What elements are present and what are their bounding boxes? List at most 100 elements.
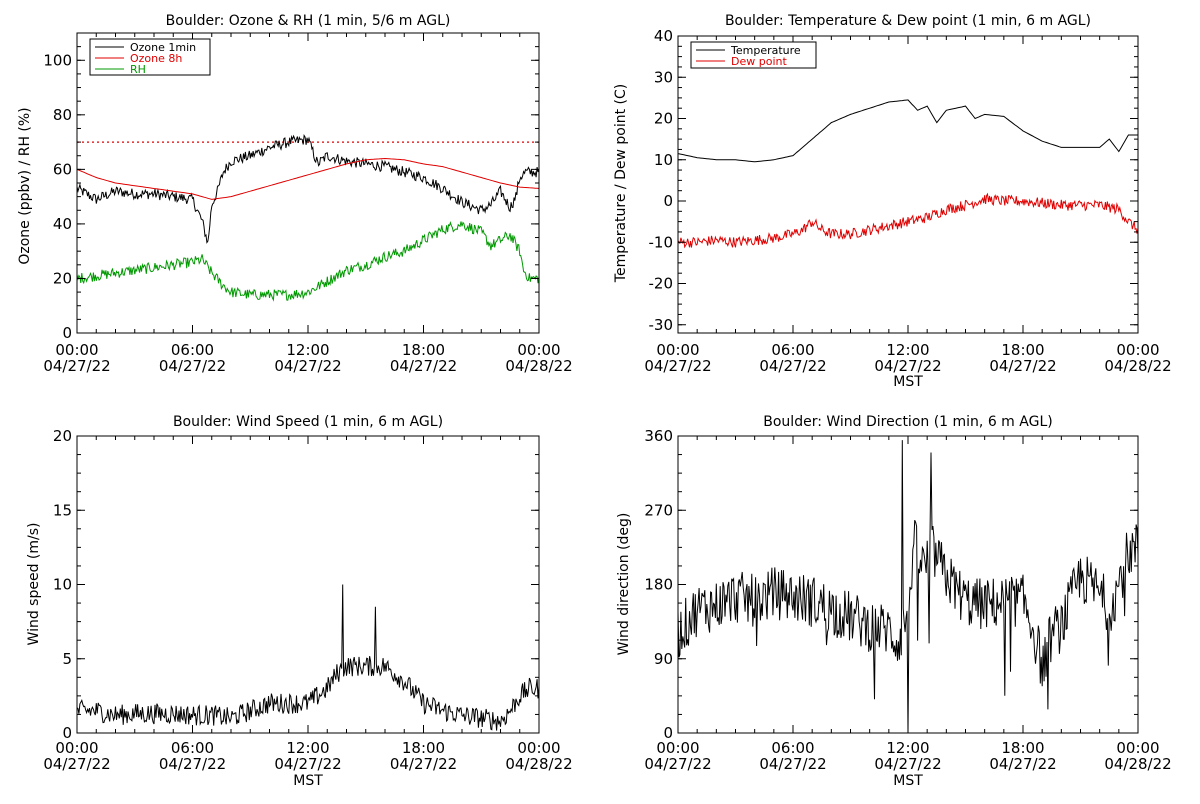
x-tick-date: 04/27/22 <box>159 357 226 375</box>
x-tick-time: 00:00 <box>1116 739 1159 757</box>
chart-title: Boulder: Temperature & Dew point (1 min,… <box>725 13 1091 29</box>
y-tick-label: 40 <box>53 215 72 233</box>
x-tick-time: 18:00 <box>1001 341 1044 359</box>
series-line-temperature <box>677 99 1138 163</box>
legend-box <box>89 38 211 76</box>
y-tick-label: 270 <box>644 501 673 519</box>
legend-label-temperature: Temperature <box>730 44 801 57</box>
x-tick-time: 06:00 <box>171 341 214 359</box>
x-tick-date: 04/27/22 <box>274 755 341 773</box>
x-tick-date: 04/27/22 <box>874 357 941 375</box>
x-axis-label: MST <box>293 773 323 789</box>
x-tick-date: 04/27/22 <box>43 357 110 375</box>
x-tick-time: 12:00 <box>286 739 329 757</box>
y-tick-label: 5 <box>62 650 72 668</box>
y-tick-label: 30 <box>654 68 673 86</box>
panel-wind-speed: Boulder: Wind Speed (1 min, 6 m AGL) Win… <box>26 414 573 789</box>
x-tick-date: 04/27/22 <box>274 357 341 375</box>
y-tick-label: 20 <box>53 427 72 445</box>
series-line-ozone-1min <box>76 133 540 244</box>
x-tick-time: 12:00 <box>886 341 929 359</box>
x-tick-date: 04/28/22 <box>505 357 572 375</box>
series-line-rh <box>76 221 540 302</box>
x-tick-date: 04/27/22 <box>644 357 711 375</box>
legend: Temperature Dew point <box>690 41 817 69</box>
x-tick-time: 06:00 <box>171 739 214 757</box>
x-tick-date: 04/27/22 <box>989 755 1056 773</box>
x-tick-time: 00:00 <box>656 739 699 757</box>
x-tick-time: 18:00 <box>402 739 445 757</box>
y-tick-label: -10 <box>649 233 674 251</box>
x-tick-time: 18:00 <box>402 341 445 359</box>
x-tick-date: 04/27/22 <box>43 755 110 773</box>
y-tick-label: -20 <box>649 275 674 293</box>
chart-title: Boulder: Wind Direction (1 min, 6 m AGL) <box>763 414 1052 430</box>
y-tick-label: 0 <box>663 724 673 742</box>
y-tick-label: 15 <box>53 501 72 519</box>
x-tick-date: 04/27/22 <box>390 357 457 375</box>
x-tick-date: 04/27/22 <box>159 755 226 773</box>
legend: Ozone 1min Ozone 8h RH <box>89 38 211 76</box>
x-tick-date: 04/27/22 <box>644 755 711 773</box>
panel-temperature-dewpoint: Boulder: Temperature & Dew point (1 min,… <box>613 13 1172 390</box>
x-tick-labels: 00:00 04/27/22 06:00 04/27/22 12:00 04/2… <box>43 341 572 375</box>
x-tick-time: 00:00 <box>1116 341 1159 359</box>
plot-area <box>677 99 1139 249</box>
chart-title: Boulder: Ozone & RH (1 min, 5/6 m AGL) <box>166 13 451 29</box>
y-tick-label: 10 <box>654 151 673 169</box>
x-tick-time: 12:00 <box>886 739 929 757</box>
panel-ozone-rh: Boulder: Ozone & RH (1 min, 5/6 m AGL) O… <box>17 13 573 375</box>
y-tick-label: 0 <box>663 192 673 210</box>
x-tick-time: 00:00 <box>517 341 560 359</box>
legend-box <box>690 41 817 69</box>
x-tick-time: 00:00 <box>517 739 560 757</box>
y-tick-label: 100 <box>43 51 72 69</box>
axis-frame <box>76 435 540 734</box>
y-tick-label: 10 <box>53 576 72 594</box>
y-axis-label: Wind direction (deg) <box>616 513 632 656</box>
x-tick-labels: 00:00 04/27/22 06:00 04/27/22 12:00 04/2… <box>644 341 1171 375</box>
chart-title: Boulder: Wind Speed (1 min, 6 m AGL) <box>173 414 443 430</box>
x-tick-date: 04/28/22 <box>1104 357 1171 375</box>
legend-label-dew-point: Dew point <box>731 55 787 68</box>
y-tick-label: 80 <box>53 106 72 124</box>
axis-frame <box>76 32 540 334</box>
y-tick-label: 0 <box>62 324 72 342</box>
y-axis-label: Wind speed (m/s) <box>26 523 42 646</box>
x-tick-date: 04/28/22 <box>1104 755 1171 773</box>
panel-wind-direction: Boulder: Wind Direction (1 min, 6 m AGL)… <box>616 414 1172 789</box>
y-axis-label: Ozone (ppbv) / RH (%) <box>17 107 33 264</box>
x-tick-date: 04/27/22 <box>989 357 1056 375</box>
y-tick-label: 360 <box>644 427 673 445</box>
x-tick-time: 06:00 <box>771 739 814 757</box>
x-tick-time: 12:00 <box>286 341 329 359</box>
x-tick-date: 04/27/22 <box>759 755 826 773</box>
y-tick-label: 0 <box>62 724 72 742</box>
x-tick-labels: 00:00 04/27/22 06:00 04/27/22 12:00 04/2… <box>43 739 572 773</box>
series-line-panel2 <box>76 584 540 731</box>
x-tick-time: 18:00 <box>1001 739 1044 757</box>
y-axis-label: Temperature / Dew point (C) <box>613 84 629 283</box>
x-tick-labels: 00:00 04/27/22 06:00 04/27/22 12:00 04/2… <box>644 739 1171 773</box>
legend-label-rh: RH <box>130 63 146 76</box>
series-line-ozone-8h <box>76 157 540 200</box>
x-tick-date: 04/28/22 <box>505 755 572 773</box>
legend-label-ozone-1min: Ozone 1min <box>130 41 196 54</box>
x-tick-date: 04/27/22 <box>390 755 457 773</box>
x-tick-time: 00:00 <box>55 341 98 359</box>
axis-frame <box>677 435 1139 734</box>
plot-area <box>76 584 540 731</box>
axis-frame <box>677 35 1139 334</box>
y-tick-label: 40 <box>654 27 673 45</box>
x-tick-time: 00:00 <box>55 739 98 757</box>
axis-ticks: -30 -20 -10 0 10 20 30 40 <box>649 27 1139 334</box>
y-tick-label: 90 <box>654 650 673 668</box>
axis-ticks: 0 5 10 15 20 <box>53 427 540 742</box>
y-tick-label: -30 <box>649 316 674 334</box>
series-line-dew-point <box>677 192 1139 249</box>
x-tick-date: 04/27/22 <box>759 357 826 375</box>
x-axis-label: MST <box>893 773 923 789</box>
